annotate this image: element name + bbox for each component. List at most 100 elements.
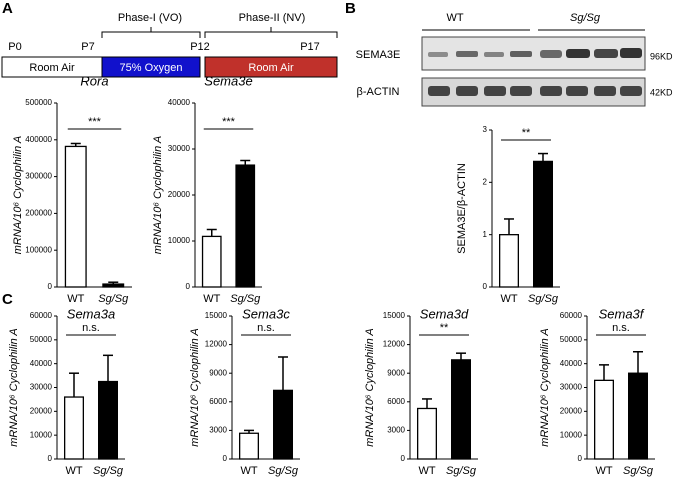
x-tick-label: Sg/Sg bbox=[93, 465, 124, 477]
chart-title: Sema3a bbox=[67, 306, 115, 321]
y-tick-label: 15000 bbox=[205, 311, 228, 320]
y-axis-label: mRNA/10⁶ Cyclophilin A bbox=[152, 136, 164, 254]
significance-label: n.s. bbox=[612, 322, 630, 334]
chart-title: Sema3c bbox=[242, 306, 290, 321]
y-tick-label: 10000 bbox=[168, 236, 191, 245]
x-tick-label: WT bbox=[418, 465, 435, 477]
significance-label: *** bbox=[88, 116, 102, 128]
day-label: P7 bbox=[81, 41, 94, 53]
y-axis-label: SEMA3E/β-ACTIN bbox=[456, 163, 468, 254]
y-tick-label: 40000 bbox=[168, 98, 191, 107]
bar bbox=[98, 380, 119, 460]
condition-box bbox=[204, 56, 338, 78]
blot-bands bbox=[428, 48, 642, 96]
panel-label: C bbox=[2, 291, 13, 308]
y-tick-label: 0 bbox=[186, 282, 191, 291]
size-label: 96KD bbox=[650, 51, 673, 61]
y-tick-label: 0 bbox=[401, 454, 406, 463]
significance-label: n.s. bbox=[257, 322, 275, 334]
bar bbox=[272, 389, 293, 460]
significance-label: *** bbox=[222, 116, 236, 128]
bar bbox=[450, 359, 471, 460]
y-tick-label: 20000 bbox=[168, 190, 191, 199]
y-tick-label: 50000 bbox=[30, 335, 53, 344]
significance-label: ** bbox=[522, 127, 531, 139]
y-tick-label: 60000 bbox=[30, 311, 53, 320]
x-tick-label: WT bbox=[67, 293, 84, 305]
y-tick-label: 0 bbox=[483, 282, 488, 291]
y-tick-label: 40000 bbox=[560, 359, 583, 368]
y-tick-label: 60000 bbox=[560, 311, 583, 320]
bar bbox=[498, 234, 519, 288]
bar bbox=[235, 164, 256, 288]
x-tick-label: Sg/Sg bbox=[528, 293, 559, 305]
y-tick-label: 6000 bbox=[209, 397, 227, 406]
bar bbox=[102, 283, 125, 288]
y-tick-label: 20000 bbox=[30, 406, 53, 415]
y-tick-label: 12000 bbox=[205, 340, 228, 349]
y-tick-label: 40000 bbox=[30, 359, 53, 368]
y-axis-label: mRNA/10⁶ Cyclophilin A bbox=[539, 328, 551, 446]
y-tick-label: 500000 bbox=[25, 98, 52, 107]
y-tick-label: 50000 bbox=[560, 335, 583, 344]
y-tick-label: 3000 bbox=[387, 426, 405, 435]
y-tick-label: 100000 bbox=[25, 245, 52, 254]
y-tick-label: 300000 bbox=[25, 172, 52, 181]
chart-title: Rora bbox=[80, 73, 108, 88]
group-label: Sg/Sg bbox=[570, 12, 601, 24]
y-tick-label: 15000 bbox=[383, 311, 406, 320]
x-tick-label: Sg/Sg bbox=[98, 293, 129, 305]
condition-label: Room Air bbox=[29, 62, 75, 74]
y-tick-label: 0 bbox=[48, 282, 53, 291]
x-tick-label: Sg/Sg bbox=[623, 465, 654, 477]
y-axis-label: mRNA/10⁶ Cyclophilin A bbox=[8, 328, 20, 446]
y-tick-label: 3000 bbox=[209, 426, 227, 435]
bar bbox=[64, 396, 85, 460]
y-tick-label: 400000 bbox=[25, 135, 52, 144]
protein-label: β-ACTIN bbox=[357, 86, 400, 98]
x-tick-label: Sg/Sg bbox=[230, 293, 261, 305]
panel-label: A bbox=[2, 0, 13, 17]
y-tick-label: 200000 bbox=[25, 209, 52, 218]
y-axis-label: mRNA/10⁶ Cyclophilin A bbox=[189, 328, 201, 446]
condition-box bbox=[101, 56, 201, 78]
day-label: P17 bbox=[300, 41, 320, 53]
y-tick-label: 9000 bbox=[387, 368, 405, 377]
y-tick-label: 0 bbox=[48, 454, 53, 463]
phase-bracket bbox=[101, 27, 201, 38]
size-label: 42KD bbox=[650, 87, 673, 97]
chart-title: Sema3d bbox=[420, 306, 469, 321]
day-label: P12 bbox=[190, 41, 210, 53]
y-tick-label: 30000 bbox=[168, 144, 191, 153]
y-tick-label: 3 bbox=[483, 125, 488, 134]
condition-label: Room Air bbox=[248, 62, 294, 74]
x-tick-label: WT bbox=[65, 465, 82, 477]
panel-label: B bbox=[345, 0, 356, 17]
significance-label: n.s. bbox=[82, 322, 100, 334]
bar bbox=[628, 372, 649, 460]
y-tick-label: 1 bbox=[483, 230, 488, 239]
x-tick-label: WT bbox=[500, 293, 517, 305]
western-blot: WT Sg/Sg SEMA3E β-ACTIN 96KD 42KD bbox=[356, 12, 673, 107]
bar bbox=[416, 407, 437, 460]
bar bbox=[533, 160, 554, 288]
phase-label: Phase-II (NV) bbox=[239, 12, 306, 24]
y-tick-label: 0 bbox=[223, 454, 228, 463]
y-tick-label: 6000 bbox=[387, 397, 405, 406]
chart-title: Sema3e bbox=[204, 73, 252, 88]
bar bbox=[201, 235, 222, 288]
y-tick-label: 10000 bbox=[560, 430, 583, 439]
bar bbox=[594, 379, 615, 460]
y-tick-label: 30000 bbox=[560, 383, 583, 392]
y-axis-label: mRNA/10⁶ Cyclophilin A bbox=[12, 136, 24, 254]
x-tick-label: WT bbox=[595, 465, 612, 477]
phase-bracket bbox=[204, 27, 338, 38]
y-tick-label: 12000 bbox=[383, 340, 406, 349]
group-label: WT bbox=[446, 12, 463, 24]
phase-label: Phase-I (VO) bbox=[118, 12, 182, 24]
x-tick-label: WT bbox=[240, 465, 257, 477]
y-axis-label: mRNA/10⁶ Cyclophilin A bbox=[364, 328, 376, 446]
day-label: P0 bbox=[8, 41, 21, 53]
protein-label: SEMA3E bbox=[356, 49, 401, 61]
